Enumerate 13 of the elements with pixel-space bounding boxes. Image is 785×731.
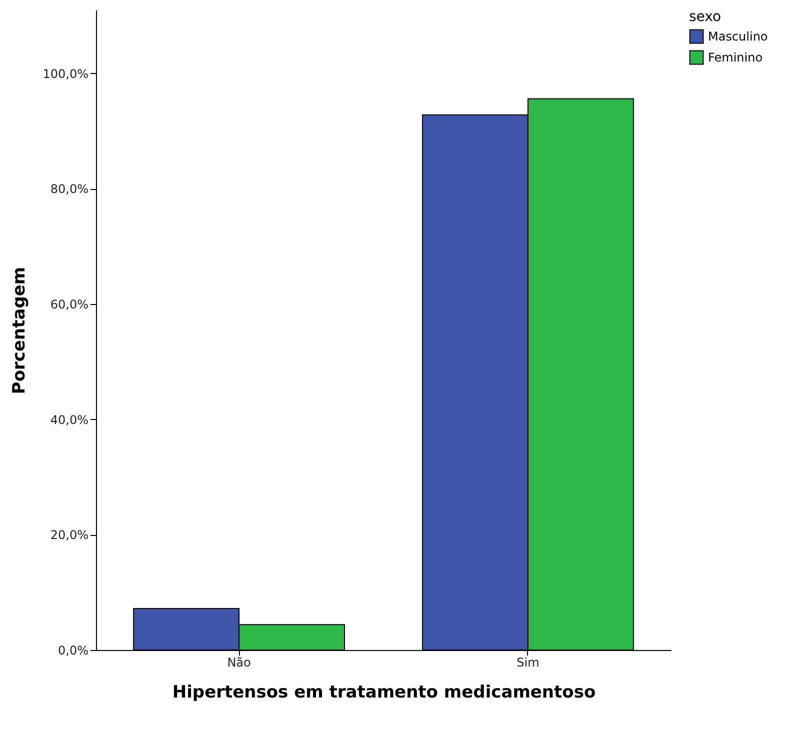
legend-label: Feminino — [708, 50, 763, 64]
x-tick-label: Não — [227, 656, 251, 670]
y-tick-label: 100,0% — [42, 66, 88, 81]
legend-label: Masculino — [708, 30, 768, 44]
x-tick-label: Sim — [516, 656, 540, 670]
y-tick-label: 20,0% — [50, 528, 88, 542]
y-axis-title: Porcentagem — [10, 266, 30, 394]
y-tick-label: 40,0% — [50, 412, 88, 427]
y-tick-label: 80,0% — [50, 182, 88, 196]
y-tick-label: 0,0% — [58, 644, 88, 658]
legend-title: sexo — [689, 9, 722, 25]
y-tick-label: 60,0% — [50, 298, 88, 312]
x-axis-title: Hipertensos em tratamento medicamentoso — [172, 682, 596, 702]
